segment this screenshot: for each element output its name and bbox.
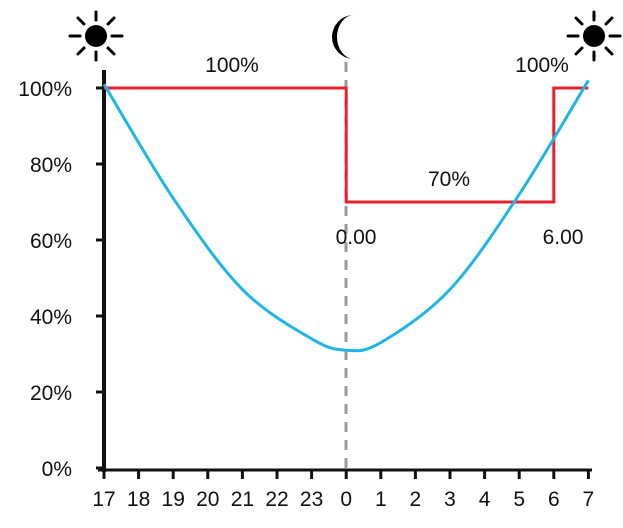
series-line-step xyxy=(104,86,589,204)
x-tick-label: 21 xyxy=(231,488,254,511)
x-tick-label: 1 xyxy=(375,488,387,511)
annotation-time-0: 0.00 xyxy=(336,226,377,249)
sun-icon xyxy=(566,10,622,62)
annotation-time-6: 6.00 xyxy=(543,226,584,249)
x-tick-label: 23 xyxy=(300,488,323,511)
sun-icon xyxy=(68,10,124,62)
x-tick-label: 4 xyxy=(479,488,491,511)
x-tick-label: 6 xyxy=(548,488,560,511)
y-tick-label: 100% xyxy=(18,78,72,101)
annotation-right-100: 100% xyxy=(515,54,569,77)
x-tick-label: 5 xyxy=(513,488,525,511)
annotation-left-100: 100% xyxy=(205,54,259,77)
y-tick-label: 60% xyxy=(30,230,72,253)
x-tick-label: 20 xyxy=(196,488,219,511)
y-tick-label: 20% xyxy=(30,382,72,405)
x-tick-label: 18 xyxy=(127,488,150,511)
y-tick-label: 0% xyxy=(42,458,72,481)
x-tick-label: 0 xyxy=(340,488,352,511)
x-tick-label: 22 xyxy=(265,488,288,511)
series-line-curve xyxy=(102,79,590,353)
moon-icon xyxy=(332,15,354,59)
x-tick-label: 17 xyxy=(92,488,115,511)
x-tick-label: 2 xyxy=(410,488,422,511)
annotation-middle-70: 70% xyxy=(428,168,470,191)
y-tick-label: 80% xyxy=(30,154,72,177)
x-tick-label: 19 xyxy=(162,488,185,511)
y-tick-label: 40% xyxy=(30,306,72,329)
x-tick-label: 3 xyxy=(444,488,456,511)
x-tick-label: 7 xyxy=(583,488,595,511)
